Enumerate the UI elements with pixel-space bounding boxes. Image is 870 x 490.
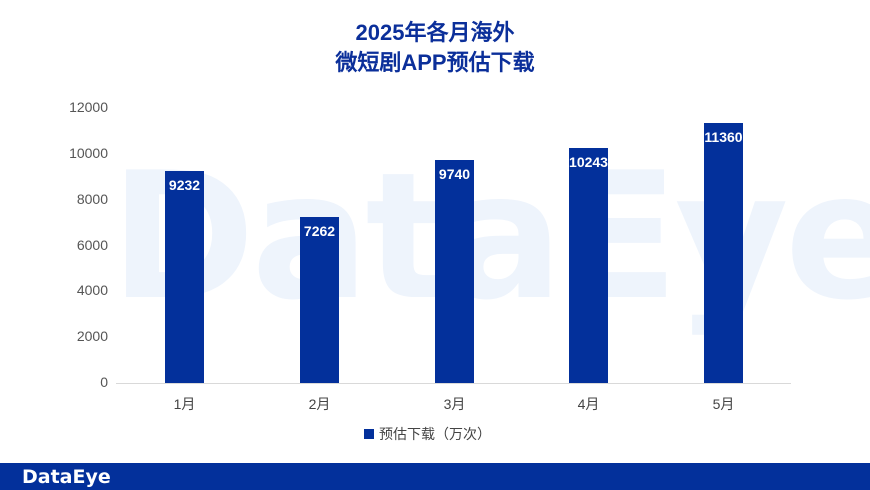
legend-swatch — [364, 429, 374, 439]
x-tick-label: 2月 — [308, 396, 331, 412]
plot-area: 12000 10000 8000 6000 4000 2000 0 9232 7262 9740… — [69, 99, 791, 412]
x-tick-label: 4月 — [577, 396, 600, 412]
bar-value-label: 9232 — [168, 177, 201, 194]
bar: 11360 — [704, 122, 743, 383]
y-tick-label: 6000 — [76, 236, 108, 253]
x-tick-label: 1月 — [173, 396, 196, 412]
bar-value-label: 11360 — [704, 128, 743, 145]
watermark: DataEye — [110, 136, 870, 339]
y-tick-label: 2000 — [76, 328, 108, 345]
bar-value-label: 10243 — [569, 154, 608, 171]
bar: 10243 — [569, 148, 608, 383]
y-tick-label: 0 — [100, 374, 108, 390]
x-axis-line — [116, 383, 791, 384]
legend-label: 预估下载（万次） — [379, 426, 491, 442]
bar-value-label: 9740 — [438, 165, 471, 182]
y-tick-label: 12000 — [69, 99, 108, 115]
y-tick-label: 4000 — [76, 282, 108, 299]
bar: 9740 — [435, 159, 474, 383]
x-tick-label: 3月 — [443, 396, 466, 412]
bar-value-label: 7262 — [303, 222, 336, 239]
footer-logo: DataEye — [22, 466, 111, 488]
x-tick-label: 5月 — [712, 396, 735, 412]
footer-bar: DataEye — [0, 463, 870, 490]
y-tick-label: 8000 — [76, 190, 108, 207]
y-tick-label: 10000 — [69, 144, 108, 161]
bar: 7262 — [300, 216, 339, 383]
chart-title-line-2: 微短剧APP预估下载 — [335, 50, 535, 75]
legend: 预估下载（万次） — [364, 424, 491, 444]
chart-title-line-1: 2025年各月海外 — [355, 20, 515, 45]
bar: 9232 — [165, 171, 204, 383]
